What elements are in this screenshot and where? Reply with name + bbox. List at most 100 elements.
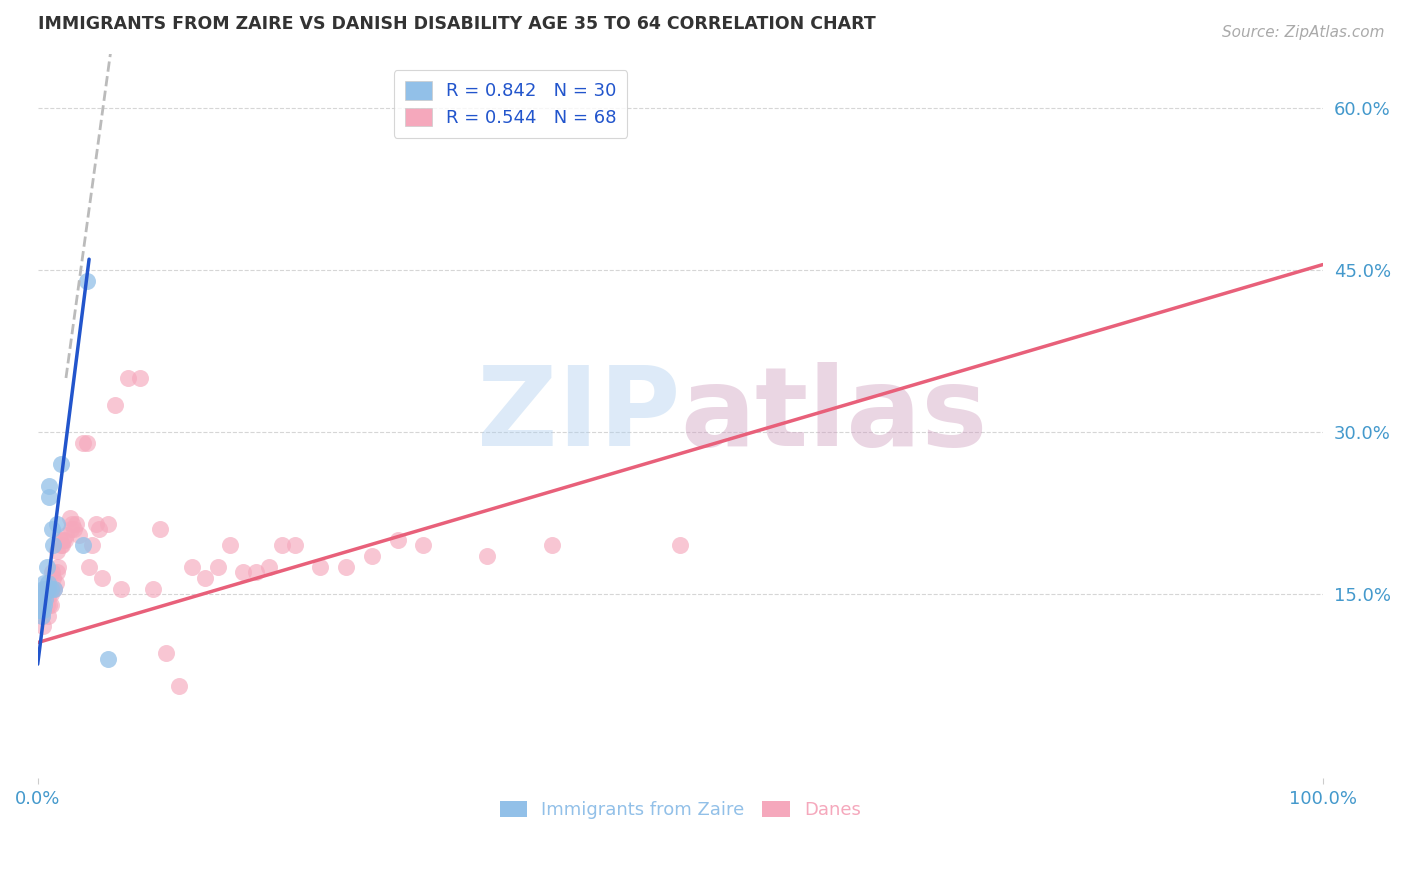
Point [194, 571, 217, 585]
Point [30, 592, 52, 607]
Point [53, 533, 76, 547]
Point [270, 538, 292, 552]
Point [360, 549, 382, 564]
Point [31, 582, 53, 596]
Point [52, 533, 75, 547]
Point [32, 598, 55, 612]
Point [142, 582, 165, 596]
Point [35, 582, 58, 596]
Point [412, 538, 434, 552]
Point [387, 533, 409, 547]
Point [31, 598, 53, 612]
Point [49, 538, 72, 552]
Point [257, 560, 280, 574]
Point [284, 538, 307, 552]
Point [46, 543, 69, 558]
Point [44, 582, 66, 596]
Point [38, 479, 60, 493]
Point [46, 516, 69, 531]
Point [180, 560, 202, 574]
Point [38, 598, 60, 612]
Point [62, 522, 84, 536]
Point [46, 566, 69, 580]
Point [41, 522, 63, 536]
Point [335, 560, 357, 574]
Point [30, 598, 52, 612]
Point [669, 538, 692, 552]
Point [167, 679, 190, 693]
Point [110, 582, 132, 596]
Point [55, 527, 77, 541]
Legend: Immigrants from Zaire, Danes: Immigrants from Zaire, Danes [492, 794, 868, 826]
Point [32, 598, 55, 612]
Point [149, 522, 172, 536]
Point [32, 587, 55, 601]
Point [42, 571, 65, 585]
Text: IMMIGRANTS FROM ZAIRE VS DANISH DISABILITY AGE 35 TO 64 CORRELATION CHART: IMMIGRANTS FROM ZAIRE VS DANISH DISABILI… [38, 15, 876, 33]
Point [60, 522, 83, 536]
Point [51, 538, 73, 552]
Point [34, 592, 56, 607]
Point [46, 560, 69, 574]
Point [80, 538, 103, 552]
Point [91, 571, 114, 585]
Point [89, 522, 111, 536]
Point [60, 516, 83, 531]
Point [31, 587, 53, 601]
Point [155, 646, 177, 660]
Point [72, 538, 94, 552]
Point [31, 608, 53, 623]
Point [38, 587, 60, 601]
Point [129, 371, 152, 385]
Point [245, 566, 267, 580]
Point [39, 587, 62, 601]
Point [31, 587, 53, 601]
Point [31, 608, 53, 623]
Point [540, 538, 562, 552]
Point [31, 619, 53, 633]
Point [72, 435, 94, 450]
Point [38, 490, 60, 504]
Point [37, 576, 59, 591]
Point [41, 582, 63, 596]
Point [35, 598, 58, 612]
Point [37, 582, 59, 596]
Point [45, 576, 67, 591]
Point [477, 549, 499, 564]
Point [39, 582, 62, 596]
Point [28, 603, 51, 617]
Text: atlas: atlas [681, 362, 987, 469]
Point [309, 560, 332, 574]
Point [35, 582, 58, 596]
Point [65, 516, 87, 531]
Point [49, 458, 72, 472]
Point [41, 566, 63, 580]
Point [48, 533, 70, 547]
Point [34, 587, 56, 601]
Point [59, 511, 82, 525]
Point [67, 527, 90, 541]
Text: ZIP: ZIP [477, 362, 681, 469]
Point [104, 398, 127, 412]
Point [37, 582, 59, 596]
Point [219, 538, 242, 552]
Point [76, 435, 98, 450]
Point [77, 560, 100, 574]
Point [84, 516, 107, 531]
Point [30, 603, 52, 617]
Point [76, 274, 98, 288]
Point [32, 576, 55, 591]
Point [97, 516, 120, 531]
Point [232, 566, 254, 580]
Point [31, 603, 53, 617]
Point [35, 560, 58, 574]
Point [44, 582, 66, 596]
Point [37, 608, 59, 623]
Point [28, 592, 51, 607]
Point [117, 371, 139, 385]
Point [34, 582, 56, 596]
Point [32, 592, 55, 607]
Point [97, 652, 120, 666]
Point [39, 598, 62, 612]
Point [34, 582, 56, 596]
